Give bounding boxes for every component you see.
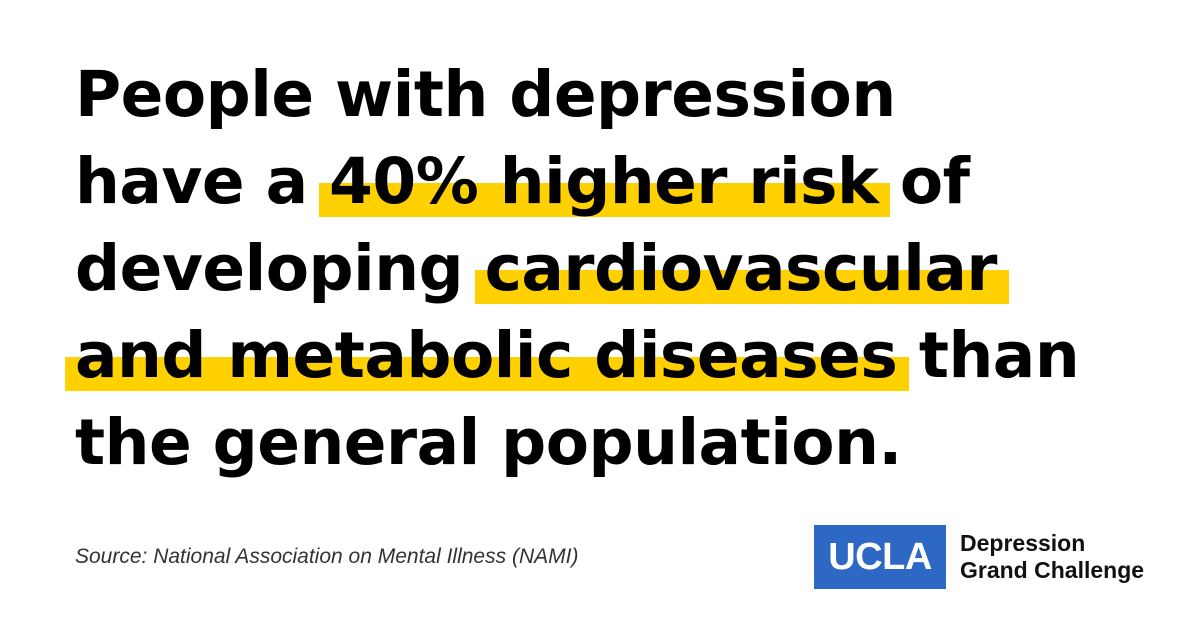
headline-line-2: have a 40% higher risk of <box>75 138 1079 225</box>
logo-wordmark: Depression Grand Challenge <box>960 530 1144 584</box>
headline: People with depression have a 40% higher… <box>75 51 1080 486</box>
headline-text: developing <box>75 232 485 305</box>
headline-text: the general population. <box>75 406 902 479</box>
highlight-metabolic-diseases: and metabolic diseases <box>75 319 898 392</box>
headline-text: of <box>878 145 970 218</box>
logo-line-1: Depression <box>960 530 1086 556</box>
headline-text: People with depression <box>75 58 896 131</box>
headline-line-3: developing cardiovascular <box>75 225 1079 312</box>
highlight-cardiovascular: cardiovascular <box>484 232 998 305</box>
headline-text: have a <box>75 145 330 218</box>
highlight-risk-stat: 40% higher risk <box>329 145 879 218</box>
headline-text: than <box>897 319 1080 392</box>
headline-line-1: People with depression <box>75 51 1079 138</box>
source-citation: Source: National Association on Mental I… <box>75 545 579 568</box>
ucla-logo-mark: UCLA <box>814 525 946 589</box>
headline-line-4: and metabolic diseases than <box>75 312 1080 399</box>
headline-line-5: the general population. <box>75 399 1079 486</box>
ucla-depression-grand-challenge-logo: UCLA Depression Grand Challenge <box>814 525 1144 589</box>
logo-line-2: Grand Challenge <box>960 557 1145 583</box>
